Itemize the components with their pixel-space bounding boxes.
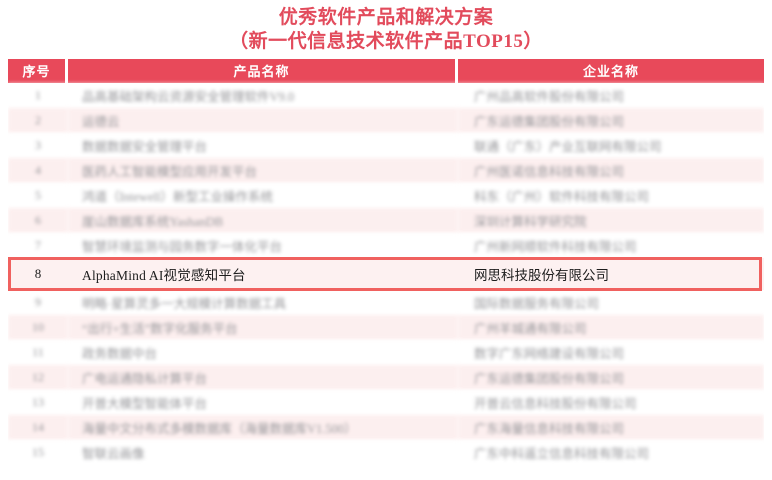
cell-company: 广州羊城通有限公司 (458, 314, 764, 340)
cell-company: 数字广东网络建设有限公司 (458, 339, 764, 365)
cell-company: 广州医诺信息科技有限公司 (458, 157, 764, 183)
cell-product: “出行+生活”数字化服务平台 (68, 314, 458, 340)
page-edge-right (764, 0, 772, 480)
cell-company: 广东运德集团股份有限公司 (458, 364, 764, 390)
table-row[interactable]: 6 崖山数据库系统YashanDB 深圳计算科学研究院 (8, 207, 764, 233)
cell-index: 10 (8, 314, 68, 340)
table-row[interactable]: 11 政务数据中台 数字广东网络建设有限公司 (8, 339, 764, 365)
cell-company: 广州新网顺软件科技有限公司 (458, 232, 764, 258)
column-header-product: 产品名称 (68, 58, 458, 83)
table-row[interactable]: 3 数据数据安全管理平台 联通（广东）产业互联网有限公司 (8, 132, 764, 158)
cell-index: 9 (8, 289, 68, 315)
cell-company: 开普云信息科技股份有限公司 (458, 389, 764, 415)
cell-index: 13 (8, 389, 68, 415)
cell-index: 3 (8, 132, 68, 158)
cell-index: 5 (8, 182, 68, 208)
column-header-index: 序号 (8, 58, 68, 83)
cell-index: 7 (8, 232, 68, 258)
table-header-row: 序号 产品名称 企业名称 (8, 58, 764, 83)
cell-company: 国际数据服务有限公司 (458, 289, 764, 315)
cell-product: 品高基础架构云资源安全管理软件V9.0 (68, 82, 458, 108)
table-row[interactable]: 10 “出行+生活”数字化服务平台 广州羊城通有限公司 (8, 314, 764, 340)
table-header: 序号 产品名称 企业名称 (8, 58, 764, 83)
cell-index: 4 (8, 157, 68, 183)
table-row[interactable]: 5 鸿道（Intewell）新型工业操作系统 科东（广州）软件科技有限公司 (8, 182, 764, 208)
table-row[interactable]: 1 品高基础架构云资源安全管理软件V9.0 广州品高软件股份有限公司 (8, 82, 764, 108)
cell-product: 明略·星算灵多一大规模计算数据工具 (68, 289, 458, 315)
cell-company: 广州品高软件股份有限公司 (458, 82, 764, 108)
cell-product: 智联云画像 (68, 439, 458, 465)
table-row[interactable]: 13 开普大模型智能体平台 开普云信息科技股份有限公司 (8, 389, 764, 415)
cell-index: 8 (8, 257, 68, 290)
table-row[interactable]: 7 智慧环境监测与园务数字一体化平台 广州新网顺软件科技有限公司 (8, 232, 764, 258)
table-row[interactable]: 4 医药人工智能模型应用开发平台 广州医诺信息科技有限公司 (8, 157, 764, 183)
cell-product: 崖山数据库系统YashanDB (68, 207, 458, 233)
cell-company: 广东运德集团股份有限公司 (458, 107, 764, 133)
column-header-company: 企业名称 (458, 58, 764, 83)
cell-index: 12 (8, 364, 68, 390)
cell-company: 网思科技股份有限公司 (458, 257, 764, 290)
cell-product: 鸿道（Intewell）新型工业操作系统 (68, 182, 458, 208)
cell-product: AlphaMind AI视觉感知平台 (68, 257, 458, 290)
table-row[interactable]: 8 AlphaMind AI视觉感知平台 网思科技股份有限公司 (8, 257, 764, 290)
page-edge-bottom (0, 477, 772, 480)
cell-product: 医药人工智能模型应用开发平台 (68, 157, 458, 183)
cell-product: 智慧环境监测与园务数字一体化平台 (68, 232, 458, 258)
cell-company: 广东海量信息科技有限公司 (458, 414, 764, 440)
page-edge-left (0, 0, 8, 480)
cell-product: 数据数据安全管理平台 (68, 132, 458, 158)
cell-index: 11 (8, 339, 68, 365)
table-row[interactable]: 15 智联云画像 广东中科遥立信息科技有限公司 (8, 439, 764, 465)
cell-company: 深圳计算科学研究院 (458, 207, 764, 233)
cell-company: 联通（广东）产业互联网有限公司 (458, 132, 764, 158)
cell-index: 15 (8, 439, 68, 465)
product-table-container: 序号 产品名称 企业名称 1 品高基础架构云资源安全管理软件V9.0 广州品高软件股… (0, 58, 772, 465)
cell-product: 开普大模型智能体平台 (68, 389, 458, 415)
title-main-line: 优秀软件产品和解决方案 (278, 7, 494, 28)
table-row[interactable]: 14 海量中文分布式多模数据库（海量数据库V1.500） 广东海量信息科技有限公司 (8, 414, 764, 440)
product-table: 序号 产品名称 企业名称 1 品高基础架构云资源安全管理软件V9.0 广州品高软件股… (8, 58, 764, 465)
title-sub-line: （新一代信息技术软件产品TOP15） (229, 31, 543, 53)
cell-index: 14 (8, 414, 68, 440)
table-body: 1 品高基础架构云资源安全管理软件V9.0 广州品高软件股份有限公司 2 运德云 广东运德… (8, 82, 764, 465)
cell-product: 海量中文分布式多模数据库（海量数据库V1.500） (68, 414, 458, 440)
cell-company: 科东（广州）软件科技有限公司 (458, 182, 764, 208)
cell-index: 1 (8, 82, 68, 108)
page-title: 优秀软件产品和解决方案 （新一代信息技术软件产品TOP15） (0, 0, 772, 55)
table-row[interactable]: 2 运德云 广东运德集团股份有限公司 (8, 107, 764, 133)
cell-company: 广东中科遥立信息科技有限公司 (458, 439, 764, 465)
cell-index: 6 (8, 207, 68, 233)
table-row[interactable]: 12 广电运通隐私计算平台 广东运德集团股份有限公司 (8, 364, 764, 390)
cell-product: 广电运通隐私计算平台 (68, 364, 458, 390)
cell-product: 政务数据中台 (68, 339, 458, 365)
table-row[interactable]: 9 明略·星算灵多一大规模计算数据工具 国际数据服务有限公司 (8, 289, 764, 315)
cell-index: 2 (8, 107, 68, 133)
cell-product: 运德云 (68, 107, 458, 133)
